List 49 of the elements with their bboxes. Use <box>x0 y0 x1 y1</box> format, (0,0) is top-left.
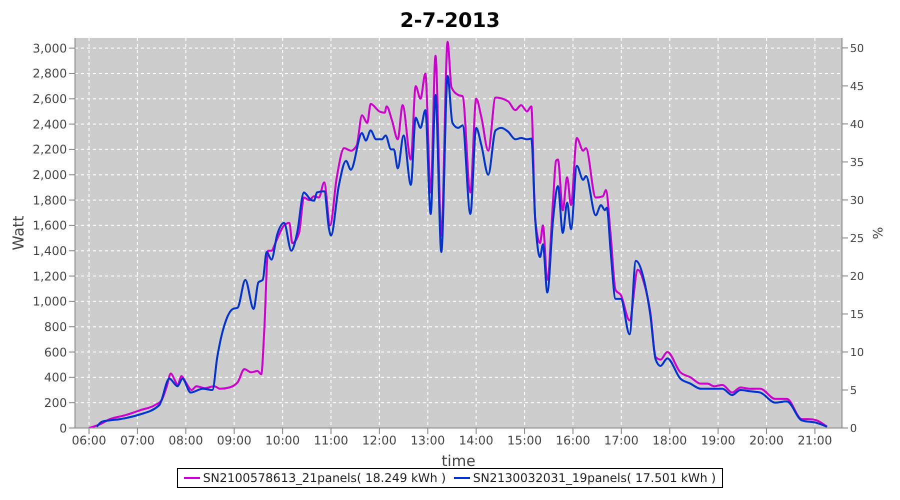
x-tick-label: 16:00 <box>556 434 590 448</box>
y-tick-label: 2,800 <box>32 66 67 81</box>
legend-label: SN2130032031_19panels( 17.501 kWh ) <box>473 471 716 485</box>
chart-title: 2-7-2013 <box>398 8 502 34</box>
y-tick-label: 1,800 <box>32 193 67 208</box>
x-tick-label: 15:00 <box>507 434 542 448</box>
y2-tick-label: 5 <box>850 384 857 397</box>
x-tick-label: 11:00 <box>314 434 348 448</box>
y-tick-label: 1,000 <box>32 294 67 309</box>
x-axis-title: time <box>442 452 476 470</box>
x-tick-label: 08:00 <box>168 434 204 448</box>
x-tick-label: 20:00 <box>749 434 784 448</box>
y2-tick-label: 20 <box>850 270 864 283</box>
y2-tick-label: 25 <box>850 232 864 245</box>
x-tick-label: 07:00 <box>120 434 155 448</box>
y-tick-label: 1,200 <box>32 269 67 284</box>
x-tick-label: 10:00 <box>265 434 300 448</box>
y-tick-label: 0 <box>59 421 67 436</box>
x-tick-label: 06:00 <box>72 434 106 448</box>
x-tick-label: 21:00 <box>798 434 832 448</box>
y2-tick-label: 10 <box>850 346 864 359</box>
y-axis-title: Watt <box>9 215 28 250</box>
x-tick-label: 13:00 <box>410 434 446 448</box>
y-tick-label: 1,600 <box>32 218 67 233</box>
y-tick-label: 2,200 <box>32 142 67 157</box>
y-tick-label: 2,600 <box>32 92 67 106</box>
y2-tick-label: 45 <box>850 80 864 93</box>
y-tick-label: 400 <box>44 370 67 385</box>
x-tick-label: 09:00 <box>216 434 252 448</box>
y2-axis-title: % <box>872 226 887 240</box>
y2-tick-label: 50 <box>850 42 864 55</box>
x-tick-label: 14:00 <box>458 434 494 448</box>
y-tick-label: 2,000 <box>32 168 67 182</box>
x-tick-label: 12:00 <box>362 434 397 448</box>
x-tick-label: 17:00 <box>604 434 639 448</box>
y-tick-label: 2,400 <box>32 117 67 132</box>
y-tick-label: 800 <box>44 320 67 334</box>
y-tick-label: 3,000 <box>32 41 67 56</box>
y-tick-label: 200 <box>44 396 67 410</box>
x-tick-label: 18:00 <box>652 434 688 448</box>
y-tick-label: 1,400 <box>32 244 67 258</box>
legend-label: SN2100578613_21panels( 18.249 kWh ) <box>203 471 446 485</box>
y2-tick-label: 35 <box>850 156 864 169</box>
y-tick-label: 600 <box>44 345 67 360</box>
y2-tick-label: 0 <box>850 422 857 435</box>
y2-tick-label: 30 <box>850 194 864 207</box>
x-tick-label: 19:00 <box>700 434 736 448</box>
y2-tick-label: 40 <box>850 118 864 131</box>
y2-tick-label: 15 <box>850 308 864 321</box>
